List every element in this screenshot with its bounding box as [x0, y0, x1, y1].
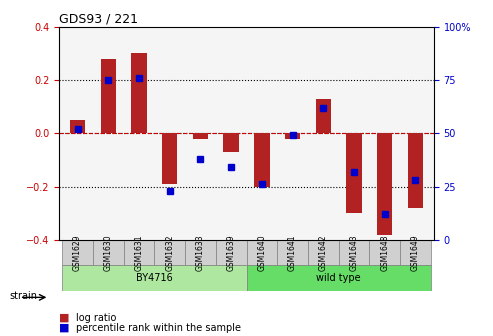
Text: ■: ■ [59, 323, 70, 333]
Text: GSM1649: GSM1649 [411, 234, 420, 271]
Text: GDS93 / 221: GDS93 / 221 [59, 13, 138, 26]
Text: percentile rank within the sample: percentile rank within the sample [76, 323, 242, 333]
FancyBboxPatch shape [369, 240, 400, 265]
Text: GSM1643: GSM1643 [350, 234, 358, 271]
FancyBboxPatch shape [62, 240, 93, 265]
Text: GSM1629: GSM1629 [73, 235, 82, 271]
Bar [223, 133, 239, 152]
Text: BY4716: BY4716 [136, 273, 173, 283]
Text: GSM1640: GSM1640 [257, 234, 266, 271]
FancyBboxPatch shape [400, 240, 431, 265]
Text: ■: ■ [59, 312, 70, 323]
Text: GSM1633: GSM1633 [196, 234, 205, 271]
FancyBboxPatch shape [339, 240, 369, 265]
FancyBboxPatch shape [277, 240, 308, 265]
Bar [316, 99, 331, 133]
Bar [408, 133, 423, 208]
Text: GSM1642: GSM1642 [319, 235, 328, 271]
Bar [377, 133, 392, 235]
FancyBboxPatch shape [216, 240, 246, 265]
Bar [70, 120, 85, 133]
Text: GSM1632: GSM1632 [165, 235, 174, 271]
FancyBboxPatch shape [62, 265, 246, 291]
Text: GSM1648: GSM1648 [380, 235, 389, 271]
FancyBboxPatch shape [246, 265, 431, 291]
Text: GSM1630: GSM1630 [104, 234, 113, 271]
Text: GSM1641: GSM1641 [288, 235, 297, 271]
Bar [101, 59, 116, 133]
FancyBboxPatch shape [308, 240, 339, 265]
FancyBboxPatch shape [124, 240, 154, 265]
Bar [346, 133, 362, 213]
Bar [193, 133, 208, 139]
FancyBboxPatch shape [246, 240, 277, 265]
Text: GSM1639: GSM1639 [227, 234, 236, 271]
Bar [162, 133, 177, 184]
FancyBboxPatch shape [154, 240, 185, 265]
Text: strain: strain [10, 291, 38, 301]
Text: GSM1631: GSM1631 [135, 235, 143, 271]
Bar [285, 133, 300, 139]
FancyBboxPatch shape [93, 240, 124, 265]
Text: log ratio: log ratio [76, 312, 117, 323]
Bar [131, 53, 147, 133]
Bar [254, 133, 270, 186]
FancyBboxPatch shape [185, 240, 216, 265]
Text: wild type: wild type [317, 273, 361, 283]
